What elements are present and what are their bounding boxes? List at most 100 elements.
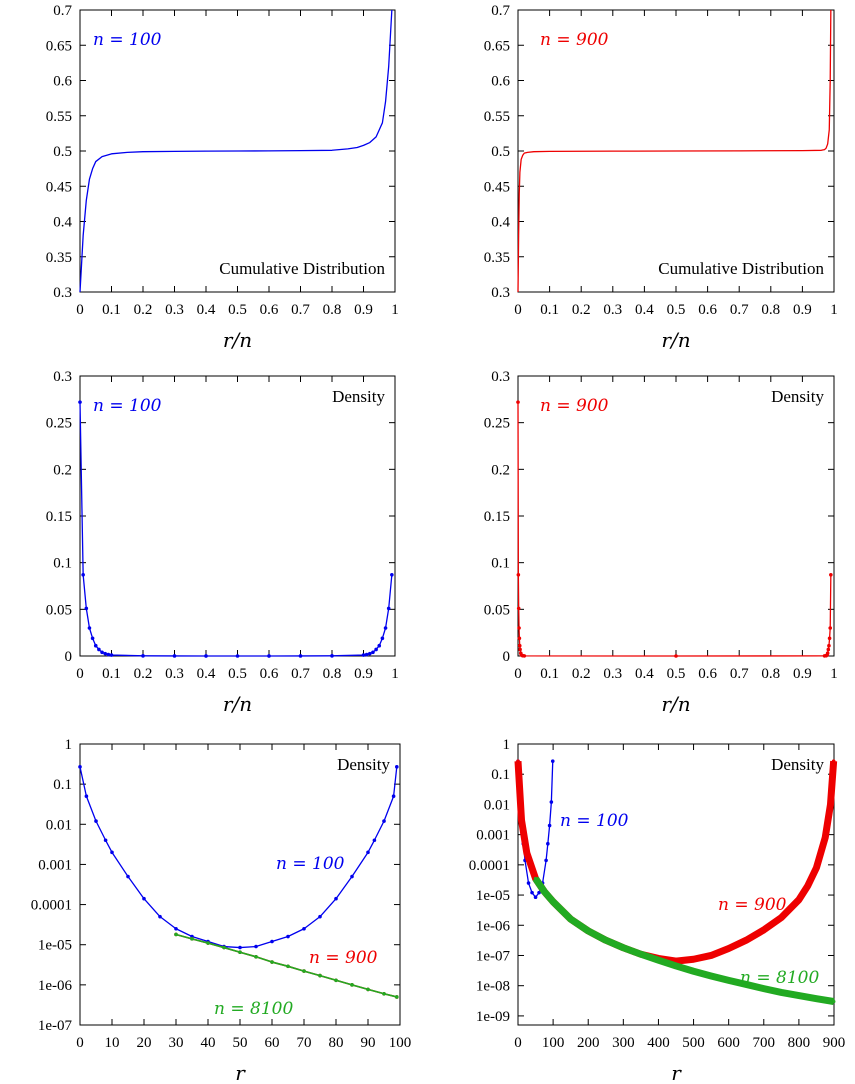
y-tick-label: 0.45 — [46, 179, 72, 195]
x-tick-label: 0.1 — [540, 666, 559, 682]
y-tick-label: 1 — [65, 737, 73, 753]
data-point — [805, 884, 810, 888]
x-tick-label: 0.6 — [260, 666, 279, 682]
data-point — [691, 969, 696, 974]
x-tick-label: 0.3 — [165, 302, 184, 318]
y-tick-label: 0.1 — [53, 556, 72, 572]
chart-6: 0 100 200 300 400 500 600 700 800 900 1e-09 1e-08 1e… — [469, 737, 846, 1084]
x-tick-label: 0.9 — [793, 666, 812, 682]
x-tick-label: 0 — [76, 666, 84, 682]
x-tick-label: 0.3 — [603, 302, 622, 318]
data-point — [366, 987, 370, 992]
data-point — [524, 851, 529, 855]
x-tick-label: 0 — [514, 666, 522, 682]
y-tick-label: 0.25 — [484, 416, 510, 432]
data-point — [302, 926, 306, 931]
y-tick-label: 1e-05 — [38, 938, 72, 954]
data-point — [779, 915, 784, 920]
y-tick-label: 1e-06 — [38, 978, 73, 994]
x-tick-label: 10 — [105, 1035, 120, 1051]
data-point — [174, 926, 178, 931]
data-point — [172, 654, 177, 658]
x-tick-label: 30 — [169, 1035, 184, 1051]
x-tick-label: 0.4 — [197, 666, 216, 682]
x-tick-label: 0.5 — [228, 666, 247, 682]
data-point — [383, 626, 388, 630]
data-point — [827, 636, 832, 641]
chart-3: 0 0.1 0.2 0.3 0.4 0.5 0.6 0.7 0.8 0.9 1 0 0.05 0.1 0.1… — [46, 369, 399, 716]
data-point — [377, 643, 382, 648]
data-point — [568, 917, 573, 921]
series-label: n = 8100 — [740, 968, 819, 988]
x-tick-label: 0.7 — [730, 302, 749, 318]
data-point — [519, 818, 524, 823]
data-point — [814, 996, 819, 1001]
x-tick-label: 50 — [233, 1035, 248, 1051]
data-point — [726, 946, 731, 951]
data-point — [254, 954, 258, 959]
y-tick-label: 0.25 — [46, 416, 72, 432]
y-tick-label: 0.0001 — [31, 898, 72, 914]
x-tick-label: 0.8 — [761, 666, 780, 682]
x-tick-label: 0.2 — [572, 666, 591, 682]
y-tick-label: 0.001 — [38, 857, 72, 873]
series-label: n = 900 — [718, 895, 787, 915]
y-tick-label: 0.01 — [46, 817, 72, 833]
data-point — [709, 974, 713, 978]
series-label: n = 100 — [93, 396, 162, 416]
data-point — [551, 899, 555, 904]
data-point — [364, 652, 369, 657]
series-label: n = 100 — [276, 854, 345, 874]
data-point — [516, 759, 520, 763]
series-line — [517, 9, 832, 293]
data-point — [368, 651, 372, 656]
y-tick-label: 0 — [65, 649, 73, 665]
x-tick-label: 0.3 — [165, 666, 184, 682]
data-point — [691, 957, 696, 962]
plot-frame — [79, 375, 396, 657]
chart-annotation: Density — [771, 387, 824, 406]
series-label: n = 8100 — [214, 999, 293, 1019]
data-point — [204, 654, 208, 658]
data-point — [158, 914, 162, 919]
x-tick-label: 0.9 — [354, 666, 373, 682]
data-point — [81, 573, 85, 577]
data-point — [674, 654, 678, 658]
y-tick-label: 0.4 — [491, 215, 510, 231]
y-tick-label: 1e-05 — [476, 888, 510, 904]
x-tick-label: 0.2 — [572, 302, 591, 318]
x-tick-label: 0.1 — [102, 302, 121, 318]
x-tick-label: 800 — [788, 1035, 811, 1051]
x-tick-label: 0 — [76, 1035, 84, 1051]
y-tick-label: 0.55 — [46, 109, 72, 125]
x-tick-label: 500 — [682, 1035, 705, 1051]
data-point — [298, 654, 303, 658]
data-point — [270, 960, 274, 964]
x-tick-label: 90 — [361, 1035, 376, 1051]
y-tick-label: 0.1 — [53, 777, 72, 793]
y-tick-label: 0.1 — [491, 767, 510, 783]
chart-1: 0 0.1 0.2 0.3 0.4 0.5 0.6 0.7 0.8 0.9 1 0.3 0.35 0.4 0… — [46, 3, 399, 352]
series-label: n = 900 — [540, 396, 609, 416]
data-point — [546, 841, 550, 846]
data-point — [222, 945, 226, 950]
data-point — [621, 945, 626, 950]
y-tick-label: 0.05 — [46, 602, 72, 618]
data-point — [330, 654, 334, 658]
series-label: n = 100 — [93, 30, 162, 50]
data-point — [94, 819, 98, 823]
data-point — [238, 950, 242, 955]
data-point — [372, 838, 377, 843]
series-line — [514, 760, 838, 965]
x-axis-label: r/n — [661, 328, 690, 352]
data-point — [709, 953, 713, 958]
x-tick-label: 0.9 — [793, 302, 812, 318]
y-tick-label: 0.3 — [491, 285, 510, 301]
y-tick-label: 0.01 — [484, 797, 510, 813]
data-point — [97, 647, 101, 652]
y-tick-label: 0.3 — [53, 369, 72, 385]
data-point — [516, 606, 521, 611]
y-tick-label: 1e-08 — [476, 979, 510, 995]
x-tick-label: 1 — [830, 302, 838, 318]
y-tick-label: 0.3 — [53, 285, 72, 301]
